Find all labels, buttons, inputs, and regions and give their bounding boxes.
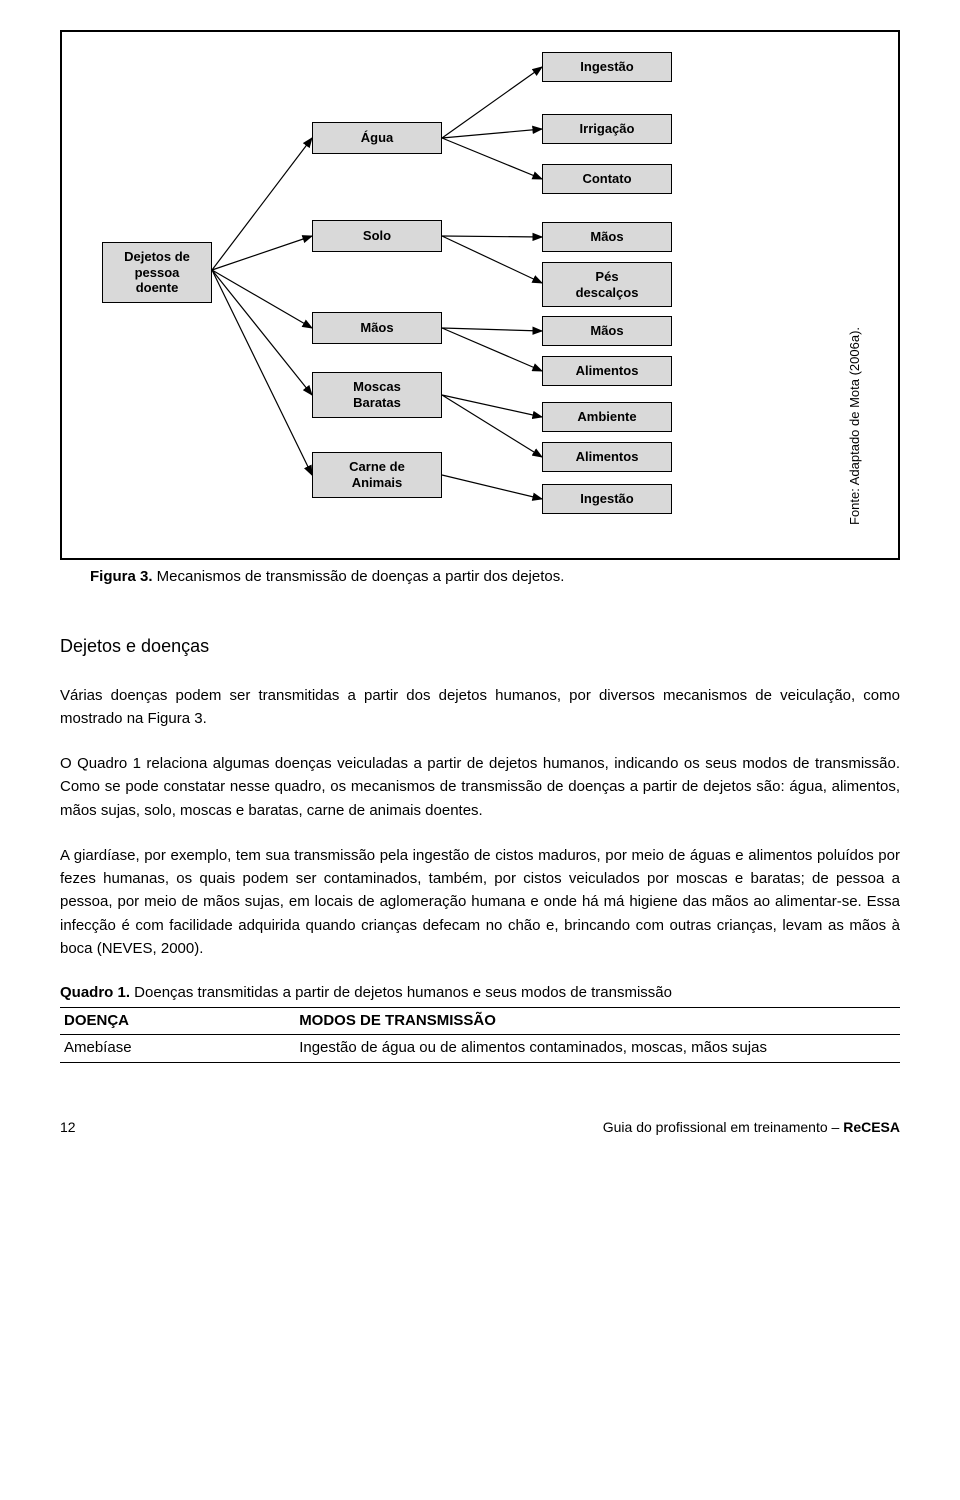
diagram-node-agua: Água — [312, 122, 442, 154]
table-header-doenca: DOENÇA — [60, 1007, 295, 1035]
diagram-node-pes: Pés descalços — [542, 262, 672, 307]
diagram-node-maos1: Mãos — [312, 312, 442, 344]
footer-right-plain: Guia do profissional em treinamento – — [603, 1119, 843, 1135]
footer-right: Guia do profissional em treinamento – Re… — [603, 1117, 900, 1138]
table-cell-modos: Ingestão de água ou de alimentos contami… — [295, 1035, 900, 1063]
diagram-node-ingest2: Ingestão — [542, 484, 672, 514]
quadro-title-bold: Quadro 1. — [60, 984, 130, 1001]
section-title: Dejetos e doenças — [60, 633, 900, 660]
diagram-node-alim1: Alimentos — [542, 356, 672, 386]
source-note: Fonte: Adaptado de Mota (2006a). — [845, 275, 865, 525]
diagram-node-irrig: Irrigação — [542, 114, 672, 144]
page-footer: 12 Guia do profissional em treinamento –… — [60, 1117, 900, 1138]
diagram-node-maos3: Mãos — [542, 316, 672, 346]
table-cell-doenca: Amebíase — [60, 1035, 295, 1063]
paragraph-1: Várias doenças podem ser transmitidas a … — [60, 684, 900, 731]
figure-caption-bold: Figura 3. — [90, 568, 153, 585]
paragraph-3: A giardíase, por exemplo, tem sua transm… — [60, 844, 900, 960]
diagram-node-maos2: Mãos — [542, 222, 672, 252]
diagram-frame: Dejetos de pessoa doente Água Solo Mãos Mosc… — [60, 30, 900, 560]
diagram-node-contato: Contato — [542, 164, 672, 194]
diagram-node-carne: Carne de Animais — [312, 452, 442, 498]
paragraph-2: O Quadro 1 relaciona algumas doenças vei… — [60, 752, 900, 822]
figure-caption-text: Mecanismos de transmissão de doenças a p… — [153, 568, 565, 585]
diagram-node-source: Dejetos de pessoa doente — [102, 242, 212, 303]
quadro-table: DOENÇA MODOS DE TRANSMISSÃO Amebíase Ing… — [60, 1007, 900, 1063]
diagram-node-moscas: Moscas Baratas — [312, 372, 442, 418]
quadro-title-text: Doenças transmitidas a partir de dejetos… — [130, 984, 672, 1001]
diagram-node-ambiente: Ambiente — [542, 402, 672, 432]
diagram-node-solo: Solo — [312, 220, 442, 252]
table-header-modos: MODOS DE TRANSMISSÃO — [295, 1007, 900, 1035]
table-row: Amebíase Ingestão de água ou de alimento… — [60, 1035, 900, 1063]
diagram-node-ingest1: Ingestão — [542, 52, 672, 82]
footer-right-bold: ReCESA — [843, 1119, 900, 1135]
table-header-row: DOENÇA MODOS DE TRANSMISSÃO — [60, 1007, 900, 1035]
page-number: 12 — [60, 1117, 76, 1138]
diagram-node-alim2: Alimentos — [542, 442, 672, 472]
figure-caption: Figura 3. Mecanismos de transmissão de d… — [90, 566, 900, 589]
quadro-title: Quadro 1. Doenças transmitidas a partir … — [60, 982, 900, 1005]
